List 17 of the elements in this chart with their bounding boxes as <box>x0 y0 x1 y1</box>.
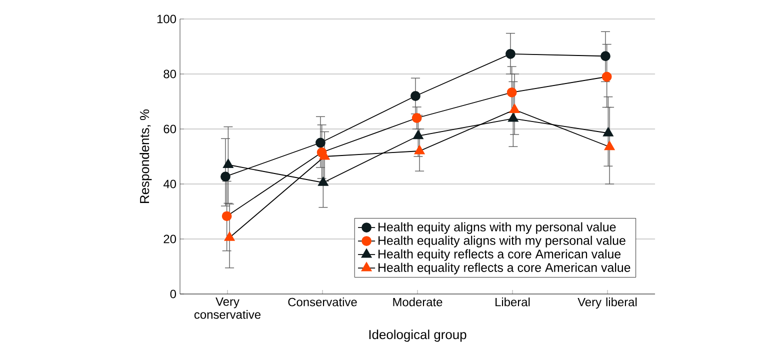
legend-label: Health equality aligns with my personal value <box>378 236 626 248</box>
y-axis-title: Respondents, % <box>140 109 152 203</box>
x-tick-label: Conservative <box>288 298 357 306</box>
legend-label: Health equality reflects a core American value <box>378 262 630 274</box>
x-tick-label: Liberal <box>496 298 530 306</box>
y-tick-label: 20 <box>164 234 176 244</box>
x-axis-title: Ideological group <box>369 330 466 342</box>
x-tick-label: Very conservative <box>194 298 261 319</box>
legend-label: Health equity aligns with my personal value <box>378 222 616 234</box>
y-tick-label: 80 <box>164 70 176 78</box>
y-tick-label: 100 <box>157 14 176 24</box>
x-tick-label: Moderate <box>393 298 442 306</box>
y-tick-label: 60 <box>164 124 176 134</box>
legend-label: Health equity reflects a core American value <box>378 249 621 261</box>
y-tick-label: 40 <box>163 180 176 188</box>
y-tick-label: 0 <box>170 290 176 298</box>
x-tick-label: Very liberal <box>578 298 637 309</box>
